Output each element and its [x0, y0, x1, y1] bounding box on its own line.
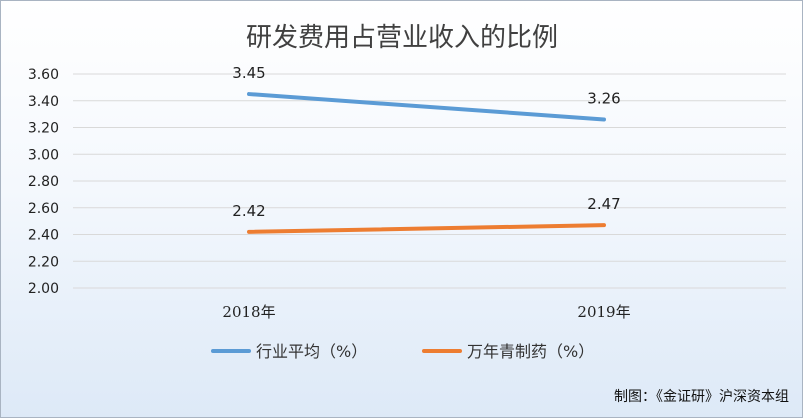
series-line	[247, 223, 606, 234]
y-tick-label: 3.00	[28, 147, 59, 163]
legend-label: 行业平均（%）	[256, 342, 367, 361]
credit-text: 制图：《金证研》沪深资本组	[614, 389, 789, 405]
y-tick-label: 2.40	[28, 228, 59, 244]
tick-layer: 3.60 3.40 3.20 3.00 2.80 2.60 2.40 2.20 2.00	[28, 67, 59, 297]
data-label: 3.45	[232, 64, 265, 82]
grid-layer	[73, 73, 786, 289]
y-tick-label: 2.00	[28, 281, 59, 297]
label-layer: 3.45 3.26 2.42 2.47	[232, 64, 620, 220]
y-tick-label: 2.20	[28, 254, 59, 270]
y-tick-label: 3.20	[28, 121, 59, 137]
series-line	[247, 92, 606, 122]
chart-title: 研发费用占营业收入的比例	[246, 23, 558, 53]
data-label: 2.47	[587, 195, 620, 213]
data-label: 3.26	[587, 89, 620, 107]
data-label: 2.42	[232, 202, 265, 220]
y-tick-label: 2.60	[28, 201, 59, 217]
legend-label: 万年青制药（%）	[467, 342, 594, 361]
category-layer: 2018年 2019年	[222, 303, 630, 321]
series-layer	[247, 92, 606, 234]
y-tick-label: 2.80	[28, 174, 59, 190]
y-tick-label: 3.60	[28, 67, 59, 83]
x-tick-label: 2018年	[222, 303, 275, 321]
legend: 行业平均（%） 万年青制药（%）	[211, 342, 594, 361]
x-tick-label: 2019年	[577, 303, 630, 321]
y-tick-label: 3.40	[28, 94, 59, 110]
